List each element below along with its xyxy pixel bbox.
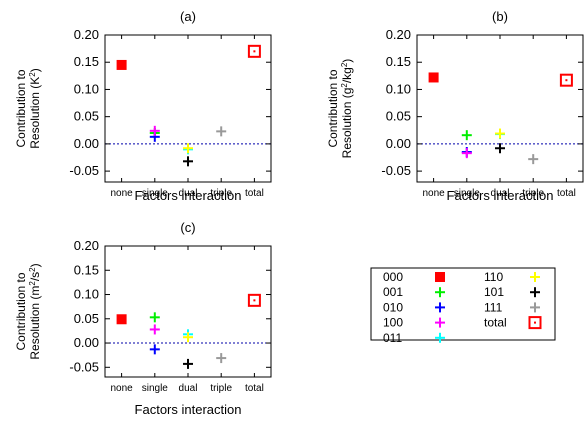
x-tick-label: single [142,188,169,199]
x-tick-label: triple [210,188,232,199]
y-tick-label: -0.05 [381,163,411,178]
data-point-000 [116,314,127,325]
y-axis-label-line1: Contribution to [14,69,28,147]
y-tick-label: 0.05 [74,311,99,326]
data-point-110 [495,128,505,139]
panel-title: (a) [180,9,196,24]
data-point-100 [461,148,472,159]
data-point-111 [216,126,227,137]
y-axis-label-line2: Resolution (K2) [28,68,43,149]
x-tick-label: single [142,383,169,394]
legend-frame [370,267,556,341]
legend-label-010: 010 [383,300,403,314]
y-tick-label: 0.00 [386,136,411,151]
legend-marker-100 [435,317,445,328]
legend-marker-000 [435,272,445,282]
y-tick-label: -0.05 [69,359,99,374]
legend-marker-110 [530,272,540,282]
y-tick-label: 0.00 [74,335,99,350]
panel-a: 0.20 0.15 0.10 0.05 0.00 -0.05 none single dual t… [14,9,272,203]
plot-frame [104,245,272,378]
plot-frame [416,34,584,183]
y-tick-label: 0.00 [74,136,99,151]
x-tick-label: dual [179,188,198,199]
data-point-101 [183,358,193,369]
y-tick-label: -0.05 [69,163,99,178]
y-tick-label: 0.20 [74,238,99,253]
y-tick-label: 0.05 [74,109,99,124]
y-axis-label-line2: Resolution (m2/s2) [28,263,43,359]
data-point-101 [183,156,193,167]
legend-marker-total [528,316,542,330]
x-tick-label: triple [210,383,232,394]
y-tick-label: 0.10 [74,81,99,96]
data-point-101 [495,143,505,154]
y-tick-label: 0.15 [74,54,99,69]
data-point-001 [461,130,472,141]
legend-label-total: total [484,316,507,330]
panel-title: (b) [492,9,508,24]
x-tick-label: total [557,188,576,199]
legend-label-000: 000 [383,270,403,284]
x-tick-label: dual [179,383,198,394]
x-axis-label: Factors interaction [135,402,242,417]
legend-label-111: 111 [484,300,503,314]
y-axis-label-line1: Contribution to [14,272,28,350]
data-point-000 [116,59,127,70]
data-point-001 [149,312,160,323]
y-tick-label: 0.05 [386,109,411,124]
y-tick-label: 0.20 [386,27,411,42]
data-point-010 [149,344,160,355]
data-point-111 [216,353,227,364]
legend-label-110: 110 [484,270,503,284]
x-axis-label: Factors interaction [135,188,242,203]
data-point-110 [183,143,193,154]
data-point-000 [428,72,439,83]
data-point-100 [149,125,160,136]
y-tick-label: 0.10 [74,287,99,302]
x-tick-label: single [454,188,481,199]
x-tick-label: none [110,383,133,394]
panel-c: 0.20 0.15 0.10 0.05 0.00 -0.05 none single dual t… [14,220,272,417]
y-tick-label: 0.15 [74,262,99,277]
x-tick-label: none [422,188,445,199]
panel-b: 0.20 0.15 0.10 0.05 0.00 -0.05 none single dual t… [326,9,584,203]
legend-marker-111 [530,302,540,313]
y-tick-label: 0.10 [386,81,411,96]
x-axis-label: Factors interaction [447,188,554,203]
x-tick-label: none [110,188,133,199]
legend-marker-101 [530,287,540,298]
x-tick-label: dual [491,188,510,199]
data-point-100 [149,324,160,335]
legend-label-101: 101 [484,285,504,299]
data-point-total [559,73,573,87]
x-tick-label: triple [522,188,544,199]
legend-marker-010 [435,302,445,313]
data-point-total [247,293,261,307]
data-point-total [247,44,261,58]
x-tick-label: total [245,188,264,199]
y-axis-label-line1: Contribution to [326,69,340,147]
legend-label-100: 100 [383,316,403,330]
y-axis-label-line2: Resolution (g2/kg2) [340,59,355,159]
legend-label-001: 001 [383,285,403,299]
y-tick-label: 0.20 [74,27,99,42]
panel-title: (c) [180,220,195,235]
data-point-110 [183,332,193,343]
legend-marker-001 [435,287,445,298]
x-tick-label: total [245,383,264,394]
legend-marker-011 [435,332,445,343]
y-tick-label: 0.15 [386,54,411,69]
data-point-111 [528,154,539,165]
legend-label-011: 011 [383,331,402,345]
